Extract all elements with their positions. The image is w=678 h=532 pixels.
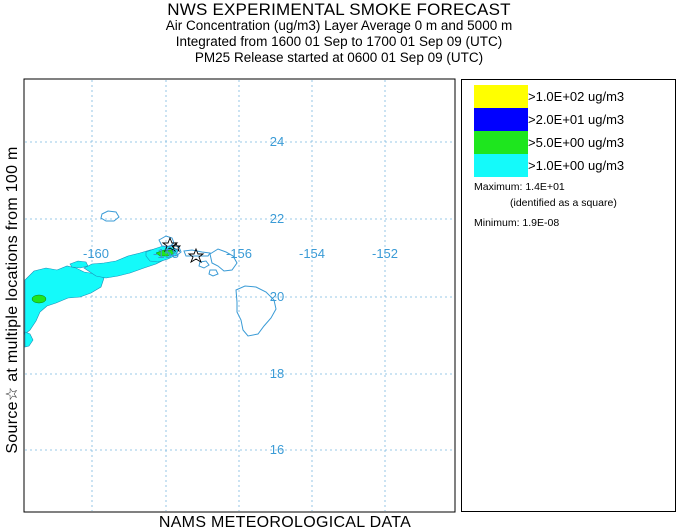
island-kahoolawe <box>208 269 219 277</box>
lat-label: 22 <box>270 211 284 226</box>
plume-west <box>24 265 105 335</box>
map-frame <box>23 78 456 513</box>
lon-label: -154 <box>299 246 325 261</box>
source-markers <box>161 236 205 264</box>
minimum-value: Minimum: 1.9E-08 <box>474 217 560 229</box>
island-oahu <box>165 244 182 257</box>
source-marker-star <box>161 236 179 253</box>
lon-labels: -160 -158 -156 -154 -152 <box>83 246 398 261</box>
smoke-plume-light <box>24 245 179 348</box>
plume-west-fringe <box>69 260 89 269</box>
legend-swatch-green <box>474 131 528 154</box>
legend-item: >1.0E+02 ug/m3 <box>474 85 624 108</box>
maximum-value: Maximum: 1.4E+01 <box>474 181 565 193</box>
title-block: NWS EXPERIMENTAL SMOKE FORECAST Air Conc… <box>0 0 678 66</box>
lon-label: -158 <box>153 246 179 261</box>
legend-label: >5.0E+00 ug/m3 <box>528 135 625 150</box>
island-molokai <box>183 249 211 257</box>
legend-panel: >1.0E+02 ug/m3 >2.0E+01 ug/m3 >5.0E+00 u… <box>461 79 676 512</box>
plume-green-west <box>31 294 47 304</box>
island-niihau <box>100 210 120 222</box>
lat-label: 18 <box>270 366 284 381</box>
lat-label: 16 <box>270 442 284 457</box>
title-line-concentration: Air Concentration (ug/m3) Layer Average … <box>165 18 513 33</box>
plume-west-tip <box>24 331 34 348</box>
title-line-release: PM25 Release started at 0600 01 Sep 09 (… <box>194 50 484 65</box>
lat-label: 24 <box>270 134 284 149</box>
legend-swatch-blue <box>474 108 528 131</box>
data-source-label: NAMS METEOROLOGICAL DATA <box>158 514 412 531</box>
lat-labels: 24 22 20 18 16 <box>270 134 284 457</box>
island-hawaii <box>235 285 277 337</box>
lon-label: -152 <box>372 246 398 261</box>
lon-label: -156 <box>226 246 252 261</box>
legend-item: >1.0E+00 ug/m3 <box>474 154 624 177</box>
legend-item: >2.0E+01 ug/m3 <box>474 108 624 131</box>
legend-label: >2.0E+01 ug/m3 <box>528 112 625 127</box>
map-title: NWS EXPERIMENTAL SMOKE FORECAST <box>167 0 511 19</box>
maximum-note: (identified as a square) <box>510 197 617 209</box>
source-marker-star <box>187 247 205 264</box>
legend-swatch-yellow <box>474 85 528 108</box>
legend-label: >1.0E+00 ug/m3 <box>528 158 625 173</box>
smoke-plume-medium <box>31 249 176 304</box>
coastlines <box>100 210 277 337</box>
lon-label: -160 <box>83 246 109 261</box>
plume-green-central <box>155 249 176 257</box>
legend-label: >1.0E+02 ug/m3 <box>528 89 625 104</box>
graticule <box>25 80 454 511</box>
legend-swatch-cyan <box>474 154 528 177</box>
lat-label: 20 <box>270 289 284 304</box>
island-maui <box>209 248 238 272</box>
legend-item: >5.0E+00 ug/m3 <box>474 131 624 154</box>
title-line-integration: Integrated from 1600 01 Sep to 1700 01 S… <box>175 34 503 49</box>
source-marker-star <box>170 241 182 253</box>
island-lanai <box>198 260 210 269</box>
